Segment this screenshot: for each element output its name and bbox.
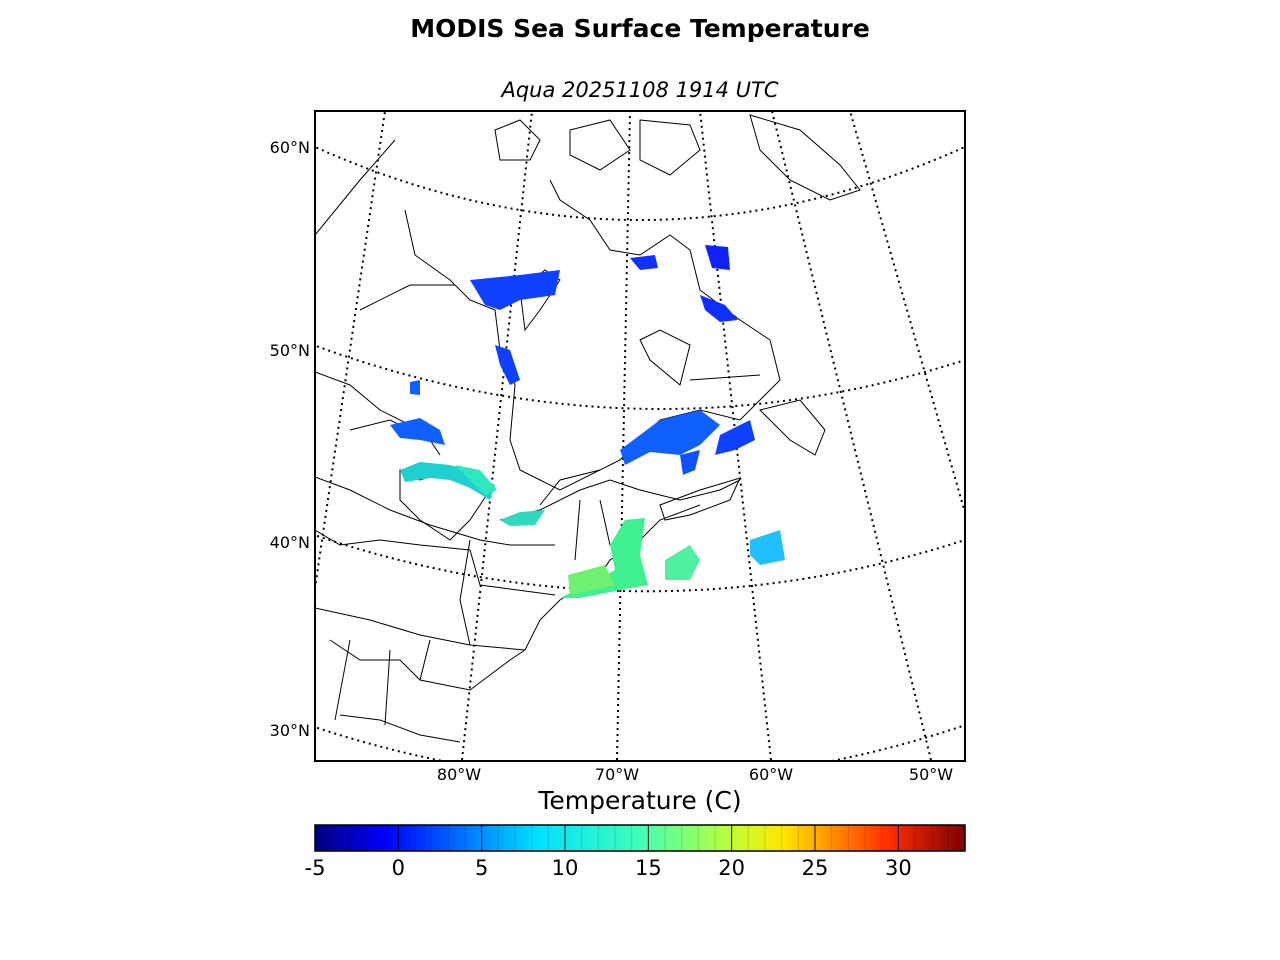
map-title: MODIS Sea Surface Temperature <box>410 14 870 43</box>
parallel-50n <box>315 344 965 410</box>
colorbar-tick-label: 15 <box>634 856 662 880</box>
lon-label-50w: 50°W <box>908 765 954 784</box>
sst-lake-erie-ontario-patch <box>500 510 545 526</box>
colorbar-tick-label: -5 <box>304 856 326 880</box>
sst-hudson-bay-patch <box>470 270 560 310</box>
sst-northumberland-patch <box>680 450 700 475</box>
sst-gulf-st-lawrence-patch <box>620 410 720 465</box>
lon-label-80w: 80°W <box>436 765 482 784</box>
lat-label-50n: 50°N <box>269 341 310 360</box>
colorbar-gradient <box>314 824 966 852</box>
meridian-70w <box>616 111 631 761</box>
meridian-90w <box>315 111 386 595</box>
sst-labrador-coast-patch <box>700 295 738 322</box>
colorbar-label: Temperature (C) <box>538 786 742 815</box>
colorbar-tick-label: 10 <box>551 856 579 880</box>
lat-label-40n: 40°N <box>269 533 310 552</box>
colorbar-tick-label: 25 <box>801 856 829 880</box>
lat-label-60n: 60°N <box>269 138 310 157</box>
lat-label-30n: 30°N <box>269 721 310 740</box>
sst-data <box>390 245 785 598</box>
sst-shelf-patch <box>568 565 615 595</box>
colorbar-tick-label: 20 <box>718 856 746 880</box>
meridian-60w <box>699 111 772 761</box>
sst-offshore-patch <box>750 530 785 565</box>
meridian-80w <box>461 111 533 761</box>
lon-label-70w: 70°W <box>594 765 640 784</box>
colorbar-tick-label: 5 <box>474 856 489 880</box>
sst-james-bay-patch <box>495 345 520 385</box>
lon-label-60w: 60°W <box>748 765 794 784</box>
colorbar-tick-label: 0 <box>391 856 406 880</box>
sst-ungava-patch <box>630 255 658 270</box>
map-plot-area <box>315 111 965 761</box>
sst-cabot-strait-patch <box>715 420 755 455</box>
map-subtitle: Aqua 20251108 1914 UTC <box>501 78 779 102</box>
sst-lake-superior-patch <box>390 418 445 445</box>
parallel-60n <box>315 145 965 221</box>
boundaries <box>315 139 761 743</box>
map-frame <box>314 110 966 762</box>
colorbar-tick-label: 30 <box>884 856 912 880</box>
sst-georges-patch <box>665 545 700 580</box>
meridian-40w <box>849 111 965 517</box>
meridian-50w <box>771 111 932 761</box>
sst-labrador-patch <box>705 245 730 270</box>
sst-lake-huron-patch <box>455 465 497 495</box>
sst-lake-nipigon-patch <box>410 380 420 395</box>
graticule <box>315 111 965 761</box>
colorbar-dividers <box>331 825 949 851</box>
coastlines <box>329 114 861 691</box>
sst-gulf-of-maine-patch <box>560 518 648 598</box>
